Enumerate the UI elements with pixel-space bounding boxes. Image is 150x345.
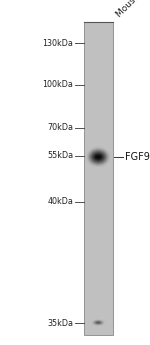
Ellipse shape (96, 322, 101, 324)
Bar (84, 22, 112, 335)
Ellipse shape (89, 149, 108, 165)
Text: 100kDa: 100kDa (43, 80, 74, 89)
Ellipse shape (88, 149, 108, 165)
Ellipse shape (86, 147, 110, 167)
Ellipse shape (90, 151, 106, 163)
Ellipse shape (90, 150, 107, 164)
Ellipse shape (93, 153, 104, 161)
Ellipse shape (92, 319, 104, 326)
Ellipse shape (86, 146, 111, 168)
Ellipse shape (85, 146, 112, 168)
Ellipse shape (95, 321, 102, 324)
Text: 130kDa: 130kDa (43, 39, 74, 48)
Ellipse shape (94, 320, 103, 325)
Text: 35kDa: 35kDa (48, 319, 74, 328)
Ellipse shape (87, 148, 109, 166)
Ellipse shape (91, 319, 106, 326)
Text: 70kDa: 70kDa (48, 123, 74, 132)
Ellipse shape (94, 154, 103, 160)
Text: Mouse kidney: Mouse kidney (114, 0, 150, 19)
Ellipse shape (90, 319, 106, 326)
Ellipse shape (91, 319, 105, 326)
Ellipse shape (93, 320, 104, 325)
Ellipse shape (92, 152, 104, 162)
Ellipse shape (96, 322, 100, 324)
Text: 40kDa: 40kDa (48, 197, 74, 206)
Ellipse shape (91, 151, 105, 162)
Ellipse shape (94, 321, 102, 324)
Text: 55kDa: 55kDa (47, 151, 74, 160)
Ellipse shape (95, 155, 102, 159)
Ellipse shape (95, 155, 101, 159)
Text: FGF9: FGF9 (124, 152, 149, 162)
